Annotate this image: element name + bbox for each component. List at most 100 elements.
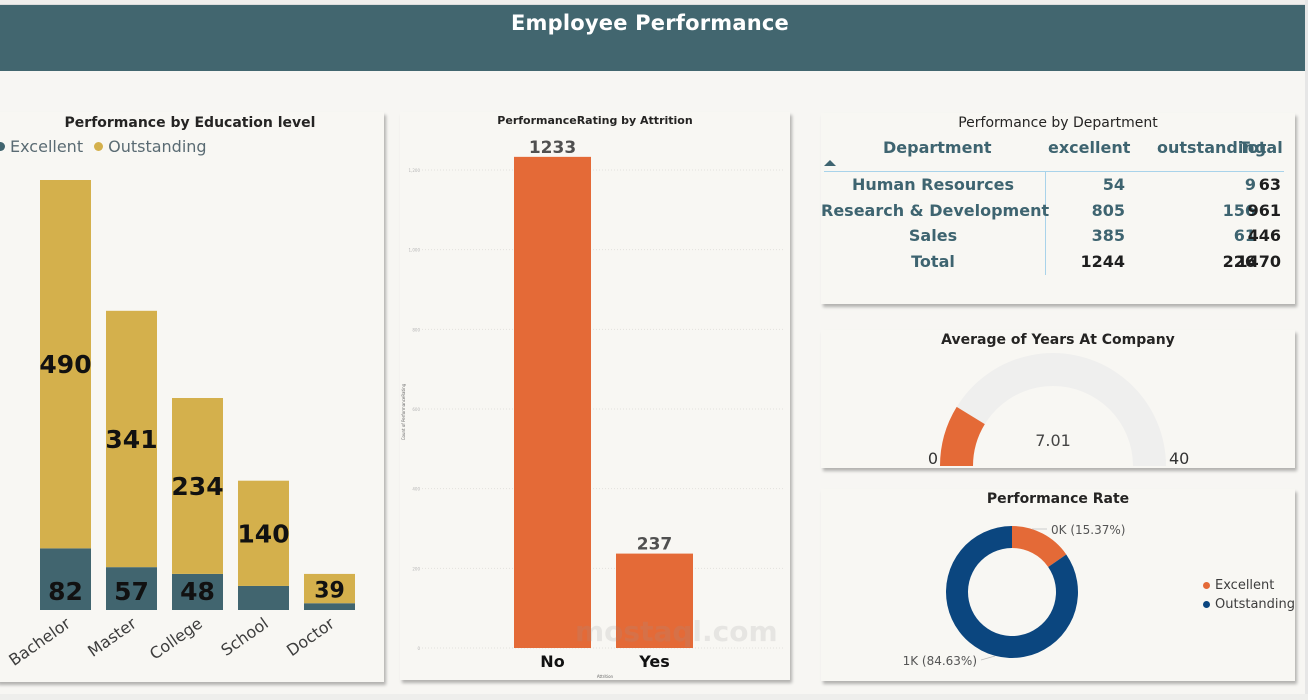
donut-legend-excellent[interactable]: Excellent: [1203, 578, 1274, 593]
legend-excellent-label: Excellent: [1215, 578, 1275, 593]
bar-outstanding-bachelor[interactable]: [40, 180, 91, 549]
y-tick-label: 800: [412, 327, 420, 332]
legend-outstanding-dot: [1203, 601, 1210, 608]
performance-rate-donut: 0K (15.37%) 1K (84.63%): [903, 523, 1126, 668]
label-excellent-bachelor: 82: [48, 577, 83, 606]
y-tick-label: 1,000: [409, 248, 421, 253]
col-header-outstanding[interactable]: outstanding: [1157, 138, 1267, 157]
total-row-label[interactable]: Total: [911, 251, 955, 271]
department-name[interactable]: Research & Development: [821, 200, 1050, 220]
col-header-total[interactable]: Total: [1239, 138, 1283, 157]
attrition-bar-chart: 0 200 400 600 800 1,000 1,200 Count of Performa…: [401, 138, 785, 679]
x-axis-label: Attrition: [597, 674, 614, 679]
attrition-chart-title: PerformanceRating by Attrition: [497, 114, 693, 127]
gauge-fill: [940, 406, 985, 466]
department-name[interactable]: Sales: [908, 226, 958, 245]
header-divider: [824, 171, 1284, 172]
performance-rate-card[interactable]: Performance Rate 0K (15.37%) 1K (84.63%) …: [821, 489, 1295, 681]
y-tick-label: 200: [412, 566, 420, 571]
data-label-yes: 237: [637, 535, 673, 555]
bar-attrition-yes[interactable]: [616, 553, 693, 648]
column-divider: [1045, 172, 1046, 275]
performance-rate-title: Performance Rate: [986, 491, 1130, 507]
attrition-chart-card[interactable]: PerformanceRating by Attrition 0 200 400 60…: [400, 112, 790, 680]
scrollbar-edge: [1305, 0, 1308, 700]
bar-attrition-no[interactable]: [514, 156, 591, 649]
donut-slice-excellent[interactable]: [1012, 526, 1067, 567]
y-tick-label: 400: [412, 487, 420, 492]
bar-outstanding-college[interactable]: [172, 398, 223, 574]
excellent-value: 805: [1091, 200, 1125, 220]
data-label-no: 1233: [529, 138, 576, 158]
bar-excellent-college[interactable]: [172, 573, 223, 610]
gauge-track: [940, 353, 1166, 466]
report-header: Employee Performance: [0, 5, 1305, 71]
donut-label-excellent: 0K (15.37%): [1051, 523, 1125, 537]
legend-outstanding-dot: [94, 142, 104, 151]
gauge-card[interactable]: Average of Years At Company 7.01 0 40: [821, 330, 1295, 468]
education-legend: Excellent Outstanding: [0, 137, 207, 156]
y-tick-label: 600: [412, 407, 420, 412]
total-value: 1470: [1236, 251, 1281, 271]
label-excellent-master: 57: [114, 577, 149, 606]
bar-outstanding-school[interactable]: [238, 480, 289, 586]
bar-excellent-master[interactable]: [106, 567, 157, 610]
label-outstanding-college: 234: [171, 472, 223, 501]
label-outstanding-bachelor: 490: [39, 350, 91, 379]
x-tick-school: School: [217, 614, 271, 660]
x-tick-master: Master: [84, 613, 140, 660]
donut-slice-outstanding[interactable]: [946, 526, 1078, 658]
x-tick-college: College: [146, 614, 206, 664]
gauge-value-label: 7.01: [1035, 431, 1071, 450]
legend-excellent-dot: [0, 142, 5, 151]
total-value: 63: [1258, 175, 1281, 194]
total-value: 961: [1247, 200, 1281, 220]
department-table-card[interactable]: Performance by Department Department exc…: [821, 113, 1295, 304]
sort-ascending-icon[interactable]: [824, 160, 836, 166]
excellent-value: 385: [1091, 226, 1125, 245]
col-header-department[interactable]: Department: [883, 138, 992, 157]
gauge-min-label: 0: [928, 449, 938, 468]
col-header-excellent[interactable]: excellent: [1048, 138, 1131, 157]
legend-outstanding-label: Outstanding: [1215, 597, 1295, 612]
leader-line-outstanding: [980, 655, 996, 661]
legend-outstanding-label[interactable]: Outstanding: [108, 137, 207, 156]
gauge-max-label: 40: [1169, 449, 1189, 468]
legend-excellent-label[interactable]: Excellent: [10, 137, 84, 156]
label-outstanding-school: 140: [237, 519, 289, 548]
legend-excellent-dot: [1203, 582, 1210, 589]
bar-outstanding-doctor[interactable]: [304, 573, 355, 604]
y-axis-label: Count of PerformanceRating: [401, 383, 406, 440]
bar-outstanding-master[interactable]: [106, 310, 157, 568]
x-tick-no: No: [540, 652, 564, 671]
gauge-title: Average of Years At Company: [941, 332, 1175, 348]
department-table: Department excellent outstanding Total H…: [821, 113, 1295, 304]
label-outstanding-doctor: 39: [314, 579, 345, 604]
outstanding-value: 61: [1233, 226, 1256, 245]
label-excellent-college: 48: [180, 577, 215, 606]
outstanding-value: 9: [1244, 175, 1256, 194]
bar-excellent-bachelor[interactable]: [40, 548, 91, 610]
y-tick-label: 1,200: [409, 168, 421, 173]
label-outstanding-master: 341: [105, 425, 157, 454]
page-tabs-bar: [0, 694, 1308, 700]
donut-label-outstanding: 1K (84.63%): [903, 654, 977, 668]
bar-excellent-school[interactable]: [238, 585, 289, 610]
department-table-title: Performance by Department: [958, 115, 1158, 131]
x-tick-yes: Yes: [638, 652, 670, 671]
education-chart-card[interactable]: Performance by Education level Excellent…: [0, 112, 384, 682]
education-stacked-bar-chart: 490 82 Bachelor 341 57 Master 234 48 College 140 S…: [5, 180, 355, 670]
donut-legend-outstanding[interactable]: Outstanding: [1203, 597, 1295, 612]
window-top-strip: [0, 0, 1308, 5]
bar-excellent-doctor[interactable]: [304, 603, 355, 610]
education-chart-title: Performance by Education level: [64, 115, 316, 131]
outstanding-value: 156: [1222, 200, 1256, 220]
outstanding-value: 226: [1222, 251, 1256, 271]
x-tick-doctor: Doctor: [283, 613, 338, 660]
years-at-company-gauge: 7.01 0 40: [928, 353, 1189, 468]
department-name[interactable]: Human Resources: [851, 175, 1015, 194]
x-tick-bachelor: Bachelor: [5, 613, 74, 669]
excellent-value: 54: [1102, 175, 1125, 194]
y-tick-label: 0: [417, 646, 420, 651]
page-title: Employee Performance: [511, 11, 789, 35]
